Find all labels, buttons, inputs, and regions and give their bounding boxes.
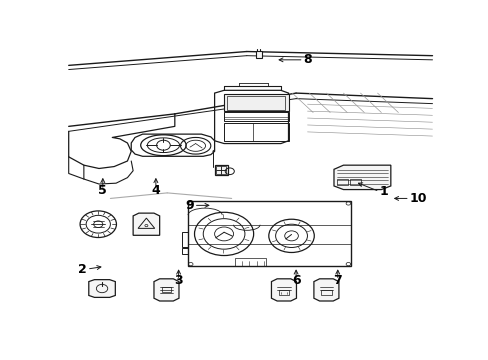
Bar xyxy=(162,287,171,292)
Bar xyxy=(349,179,361,185)
Text: 7: 7 xyxy=(333,274,342,287)
Polygon shape xyxy=(271,279,296,301)
Bar xyxy=(214,165,227,175)
Bar xyxy=(224,94,288,111)
Bar xyxy=(181,232,188,247)
Text: 10: 10 xyxy=(409,192,427,205)
Bar xyxy=(226,96,285,110)
Polygon shape xyxy=(133,213,159,235)
Text: 6: 6 xyxy=(291,274,300,287)
Text: 5: 5 xyxy=(98,184,107,197)
Text: 1: 1 xyxy=(379,185,387,198)
Bar xyxy=(321,291,331,296)
Polygon shape xyxy=(333,165,390,190)
Text: 2: 2 xyxy=(78,262,87,276)
Bar xyxy=(278,291,289,296)
Polygon shape xyxy=(89,280,115,297)
Bar xyxy=(235,258,265,266)
Bar xyxy=(336,179,347,185)
Bar xyxy=(215,170,220,174)
Text: 9: 9 xyxy=(185,199,193,212)
Polygon shape xyxy=(154,279,179,301)
Bar xyxy=(181,248,188,254)
Bar xyxy=(221,170,226,174)
Text: 4: 4 xyxy=(151,184,160,197)
Bar xyxy=(221,166,226,170)
Polygon shape xyxy=(313,279,338,301)
Bar xyxy=(255,51,262,58)
Bar xyxy=(224,123,288,141)
Bar xyxy=(188,201,350,266)
Text: 3: 3 xyxy=(174,274,183,287)
Bar xyxy=(215,166,220,170)
Bar xyxy=(224,112,288,121)
Text: 8: 8 xyxy=(303,53,312,66)
